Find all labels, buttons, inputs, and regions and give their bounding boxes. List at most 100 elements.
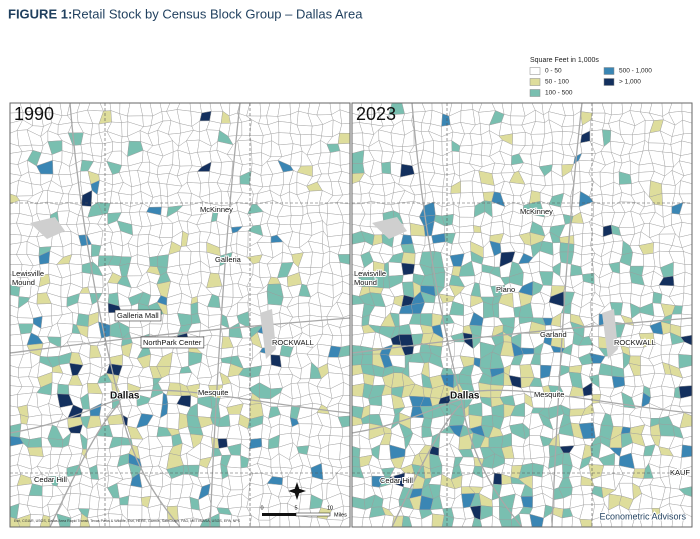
block-group [126,519,143,527]
legend-label: 50 - 100 [545,79,569,86]
block-group [160,195,169,208]
block-group [493,472,502,485]
block-group [631,516,643,527]
block-group [481,316,495,328]
block-group [337,254,350,265]
block-group [220,160,233,176]
block-group [338,180,350,196]
block-group [491,515,503,527]
block-group [336,301,350,318]
block-group [458,205,476,218]
block-group [681,110,692,124]
place-box [114,309,162,322]
block-group [288,514,301,527]
block-group [512,131,526,146]
scale-tick: 5 [294,505,297,511]
block-group [10,394,18,408]
block-group [611,103,624,116]
block-group [199,518,211,527]
block-group [227,121,243,137]
block-group [51,382,59,396]
block-group [401,252,416,265]
highway [352,317,692,354]
block-group [340,435,350,447]
block-group [338,171,350,184]
block-group [126,504,143,520]
block-group [60,296,68,308]
block-group [338,395,350,407]
panel-year: 1990 [14,104,54,124]
block-group [622,413,631,429]
block-group [378,444,391,460]
block-group [321,483,328,501]
block-group [318,203,328,214]
block-group [451,150,460,165]
block-group [29,514,44,527]
block-group [681,244,692,255]
block-group [17,317,34,325]
block-group [660,516,674,527]
block-group [338,345,350,358]
block-group [352,516,364,527]
block-group [532,462,544,478]
place-label: Dallas [110,391,140,402]
block-group [336,202,350,216]
block-group [139,519,151,527]
block-group [530,133,546,146]
block-group [10,516,21,527]
figure-label: FIGURE 1: [8,6,72,21]
block-group [179,250,192,266]
block-group [520,347,535,355]
block-group [683,284,692,296]
block-group [678,354,692,369]
block-group [352,193,362,205]
block-group [381,514,395,527]
block-group [561,125,574,133]
block-group [341,425,350,437]
block-group [659,466,670,478]
block-group [608,514,623,527]
scale-unit: Miles [334,512,347,518]
block-group [678,474,692,490]
block-group [598,363,613,377]
block-group [189,517,204,527]
block-group [330,335,342,348]
block-group [166,412,180,430]
place-label: Garland [540,330,567,339]
legend-swatch [529,89,541,97]
block-group [679,160,692,176]
block-group [678,385,692,399]
block-group [119,514,131,527]
block-group [277,215,292,226]
block-group [652,291,663,304]
block-group [298,302,311,317]
block-group [599,514,613,527]
block-group [339,109,350,125]
block-group [300,134,312,146]
block-group [408,516,423,527]
block-group [107,282,118,295]
place-label: Mesquite [198,388,228,397]
block-group [218,296,234,309]
block-group [518,513,533,527]
block-group [342,505,350,521]
block-group [339,262,350,277]
place-label: NorthPark Center [143,338,202,347]
block-group [10,345,24,356]
highway [10,317,350,354]
block-group [337,415,350,428]
block-group [339,122,350,134]
block-group [340,234,350,247]
block-group [337,485,350,497]
block-group [178,517,194,527]
block-group [632,468,646,479]
place-label: Dallas [450,391,480,402]
block-group [298,515,313,527]
block-group [328,443,341,460]
block-group [249,515,261,527]
block-group [578,152,596,162]
map-body [10,103,350,527]
block-group [149,519,161,527]
block-group [681,513,692,527]
